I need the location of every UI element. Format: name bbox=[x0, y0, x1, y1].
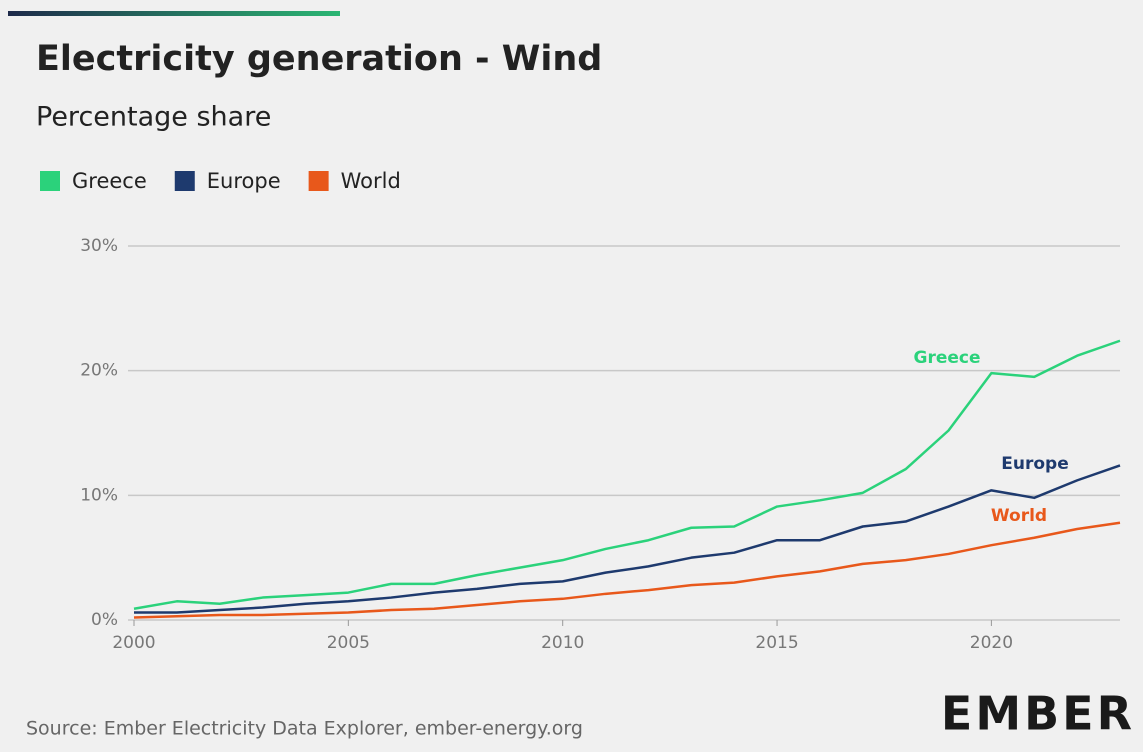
x-tick-label: 2000 bbox=[112, 633, 155, 653]
legend-swatch bbox=[40, 171, 60, 191]
x-tick-label: 2005 bbox=[327, 633, 370, 653]
legend-swatch bbox=[174, 171, 195, 191]
chart-title: Electricity generation - Wind bbox=[36, 39, 602, 79]
source: Source: Ember Electricity Data Explorer,… bbox=[26, 718, 583, 740]
legend-label: Greece bbox=[72, 169, 147, 193]
series-label: World bbox=[991, 506, 1047, 526]
y-tick-label: 30% bbox=[80, 236, 118, 256]
x-tick-label: 2010 bbox=[541, 633, 584, 653]
series-line bbox=[133, 521, 1121, 619]
series-label: Greece bbox=[913, 348, 980, 368]
y-tick-label: 10% bbox=[80, 485, 118, 505]
x-tick-label: 2020 bbox=[970, 633, 1013, 653]
legend-swatch bbox=[308, 171, 329, 191]
legend-label: World bbox=[341, 169, 401, 193]
legend-label: Europe bbox=[207, 169, 281, 193]
top-bar bbox=[8, 11, 340, 16]
y-tick-label: 20% bbox=[80, 361, 118, 381]
chart-subtitle: Percentage share bbox=[36, 102, 271, 133]
series-line bbox=[133, 339, 1121, 611]
series-label: Europe bbox=[1001, 454, 1068, 474]
y-tick-label: 0% bbox=[91, 610, 118, 630]
x-tick-label: 2015 bbox=[755, 633, 798, 653]
series-line bbox=[134, 464, 1121, 614]
logo: EMBER bbox=[941, 687, 1135, 741]
